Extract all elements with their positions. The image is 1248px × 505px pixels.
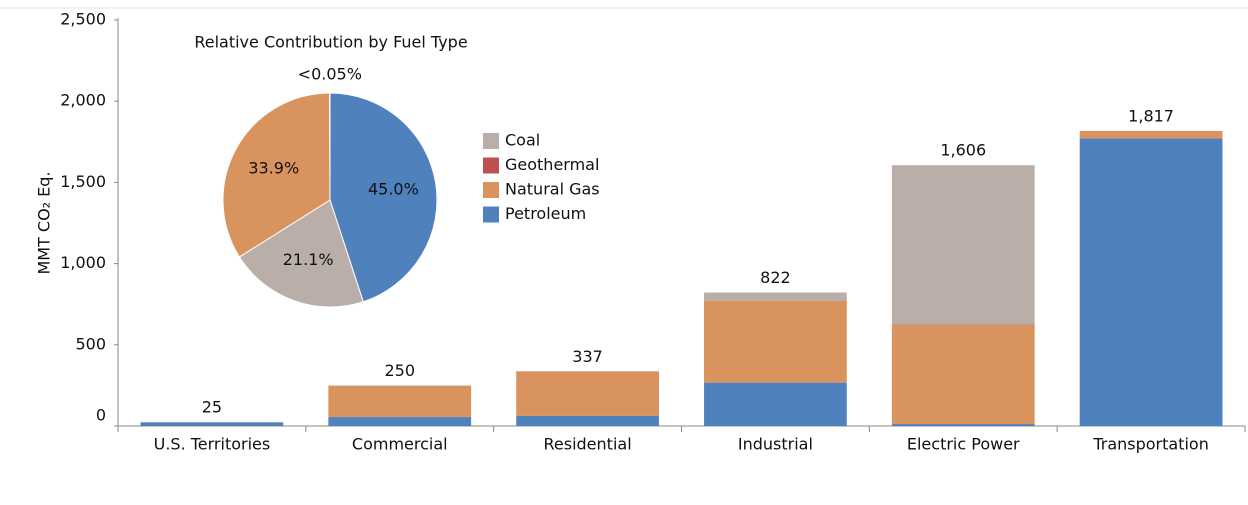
legend-swatch xyxy=(483,133,499,149)
legend-label: Natural Gas xyxy=(505,180,600,199)
bar-segment xyxy=(141,423,284,426)
y-tick-label: 1,000 xyxy=(60,253,106,272)
bar-segment xyxy=(892,165,1035,324)
x-tick-label: Transportation xyxy=(1092,435,1209,454)
legend-label: Geothermal xyxy=(505,155,599,174)
legend-label: Petroleum xyxy=(505,204,586,223)
x-tick-label: Residential xyxy=(544,435,632,454)
pie-label: <0.05% xyxy=(298,65,362,84)
pie-label: 21.1% xyxy=(283,250,334,269)
total-label: 337 xyxy=(572,347,603,366)
y-tick-label: 1,500 xyxy=(60,172,106,191)
y-tick-label: 2,000 xyxy=(60,91,106,110)
pie-label: 45.0% xyxy=(368,179,419,198)
bar-segment xyxy=(892,325,1035,424)
bar-segment xyxy=(516,416,659,426)
total-label: 25 xyxy=(202,397,222,416)
bar-segment xyxy=(892,424,1035,426)
bar-segment xyxy=(1080,138,1223,426)
x-tick-label: Electric Power xyxy=(907,435,1020,454)
x-tick-label: U.S. Territories xyxy=(154,435,271,454)
legend-swatch xyxy=(483,182,499,198)
bar-segment xyxy=(704,383,847,426)
bar-segment xyxy=(328,386,471,417)
x-tick-label: Commercial xyxy=(352,435,448,454)
y-tick-label: 2,500 xyxy=(60,10,106,29)
legend-swatch xyxy=(483,207,499,223)
pie-label: 33.9% xyxy=(248,159,299,178)
legend-label: Coal xyxy=(505,131,540,150)
bar-segment xyxy=(516,371,659,416)
bar-segment xyxy=(704,301,847,383)
y-tick-label: 0 xyxy=(96,406,106,425)
bar-segment xyxy=(1080,131,1223,138)
total-label: 1,817 xyxy=(1128,106,1174,125)
bar-segment xyxy=(328,417,471,426)
pie-title: Relative Contribution by Fuel Type xyxy=(194,33,467,52)
legend-swatch xyxy=(483,158,499,174)
x-tick-label: Industrial xyxy=(738,435,813,454)
y-tick-label: 500 xyxy=(75,334,106,353)
total-label: 1,606 xyxy=(940,141,986,160)
y-axis-title: MMT CO₂ Eq. xyxy=(35,171,54,274)
total-label: 822 xyxy=(760,268,791,287)
bar-segment xyxy=(704,293,847,301)
total-label: 250 xyxy=(384,361,415,380)
